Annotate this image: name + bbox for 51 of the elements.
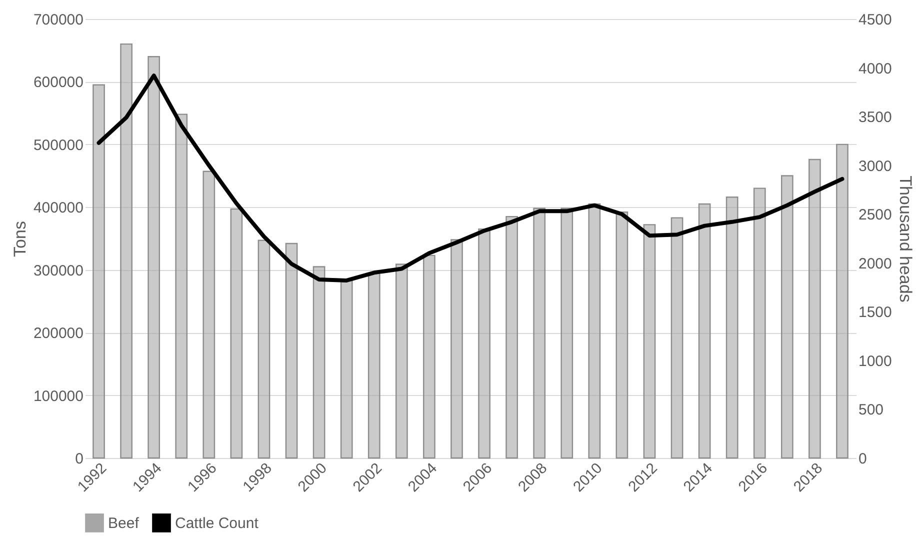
bar: [175, 114, 188, 459]
bar: [643, 224, 656, 459]
bar: [395, 264, 408, 459]
bar: [726, 196, 738, 459]
y-tick-label: 0: [75, 450, 84, 468]
y2-tick-label: 4500: [858, 12, 892, 28]
y2-tick-label: 1500: [858, 304, 892, 322]
bar: [588, 203, 601, 459]
y2-tick-label: 0: [858, 450, 867, 468]
y-tick-label: 200000: [33, 325, 84, 342]
bar: [202, 170, 216, 459]
y-tick-label: 400000: [33, 200, 84, 217]
y2-tick-label: 500: [858, 402, 884, 419]
legend-label: Beef: [108, 514, 140, 532]
y-tick-label: 300000: [33, 262, 84, 280]
bar: [340, 278, 353, 459]
bar: [836, 144, 848, 459]
bar: [92, 84, 105, 459]
bar: [120, 43, 132, 459]
bar: [533, 208, 546, 459]
bar: [312, 266, 326, 459]
bar: [368, 272, 380, 459]
bar: [423, 254, 436, 459]
line-series: [96, 74, 844, 282]
y2-tick-label: 1000: [858, 352, 892, 370]
y-tick-label: 100000: [33, 388, 84, 405]
bar: [616, 212, 628, 459]
bar: [148, 56, 160, 459]
bar: [780, 175, 794, 459]
bar: [506, 216, 518, 459]
y2-tick-label: 3500: [858, 109, 892, 126]
bar: [258, 240, 270, 459]
bar: [753, 188, 766, 459]
y-axis-title: Tons: [10, 221, 30, 257]
y2-tick-label: 2000: [858, 255, 892, 272]
bar: [285, 242, 298, 459]
y2-tick-label: 2500: [858, 206, 892, 224]
y2-tick-label: 4000: [858, 60, 892, 78]
bar: [670, 217, 684, 459]
bar: [478, 228, 490, 459]
legend-label: Cattle Count: [175, 514, 260, 532]
y-tick-label: 500000: [33, 136, 84, 154]
y-tick-label: 600000: [33, 74, 84, 92]
y2-tick-label: 3000: [858, 158, 892, 175]
y2-axis-title: Thousand heads: [896, 176, 915, 302]
bar: [230, 208, 243, 459]
bar: [698, 203, 711, 459]
bar: [808, 158, 821, 459]
bar: [450, 239, 463, 459]
bar: [560, 208, 574, 459]
y-tick-label: 700000: [33, 12, 84, 28]
